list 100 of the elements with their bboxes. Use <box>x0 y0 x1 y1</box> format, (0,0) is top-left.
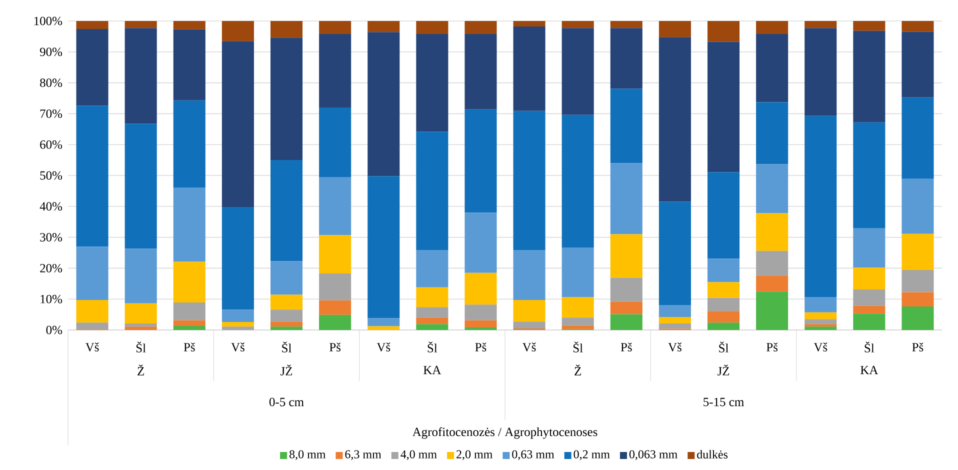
bar <box>173 326 206 330</box>
x-tick-label: Vš <box>668 342 682 352</box>
bar <box>368 176 400 318</box>
bar <box>222 322 254 327</box>
bar <box>804 116 837 297</box>
y-tick-label: 30% <box>40 233 62 242</box>
bar <box>658 37 691 202</box>
bar <box>270 326 303 330</box>
x-tick-label: Šl <box>136 342 146 352</box>
bar <box>610 302 642 314</box>
bar <box>562 297 594 318</box>
bar <box>76 20 108 30</box>
bar <box>610 314 642 330</box>
text: Agrofitocenozės / Agrophytocenoses <box>412 427 598 439</box>
bar <box>464 20 497 34</box>
y-tick-label: 60% <box>40 140 62 149</box>
bar <box>270 322 303 327</box>
bar <box>76 300 108 323</box>
bar <box>707 258 740 282</box>
text: KA <box>860 366 878 374</box>
bar <box>610 234 642 278</box>
bar <box>804 296 837 312</box>
y-tick-label: 100% <box>34 16 62 26</box>
bar <box>562 114 594 248</box>
bar <box>658 304 691 318</box>
bar <box>270 38 303 160</box>
bar <box>756 102 788 164</box>
bar <box>173 320 206 326</box>
text: 5-15 cm <box>704 398 744 406</box>
bar <box>610 20 642 28</box>
bar <box>562 28 594 115</box>
bar <box>319 314 352 330</box>
bar <box>124 20 157 28</box>
x-tick-label: Pš <box>184 342 195 352</box>
bar <box>853 30 886 122</box>
bar <box>270 261 303 295</box>
x-tick-label: Šl <box>282 342 292 352</box>
bar <box>902 97 934 179</box>
bar <box>368 318 400 326</box>
bar <box>124 248 157 304</box>
bar <box>658 324 691 329</box>
bar <box>804 312 837 320</box>
bar <box>658 202 691 305</box>
bar <box>707 42 740 172</box>
bar <box>610 278 642 302</box>
bar <box>513 110 546 250</box>
bar <box>270 20 303 38</box>
legend-label: 0,063 mm <box>629 450 678 460</box>
bar <box>222 326 254 330</box>
legend-label: 6,3 mm <box>345 450 382 460</box>
bar <box>222 41 254 208</box>
bar <box>610 88 642 164</box>
bar <box>513 26 546 111</box>
bar <box>319 108 352 178</box>
legend-label: 0,63 mm <box>512 450 554 460</box>
bar <box>124 124 157 249</box>
bar <box>707 298 740 312</box>
bar <box>124 28 157 124</box>
bar <box>270 310 303 322</box>
bar <box>804 324 837 327</box>
y-tick-label: 40% <box>40 202 62 211</box>
bar <box>707 322 740 330</box>
text: JŽ <box>280 364 292 376</box>
bar <box>853 122 886 228</box>
bar <box>707 282 740 298</box>
bar <box>464 304 497 320</box>
y-tick-label: 80% <box>40 78 62 88</box>
bar <box>173 262 206 302</box>
x-tick-label: Pš <box>766 342 778 352</box>
bar <box>707 20 740 42</box>
bar <box>853 20 886 31</box>
bar <box>756 250 788 276</box>
x-tick-label: Vš <box>522 342 536 352</box>
bar <box>902 270 934 292</box>
bar <box>368 20 400 32</box>
y-tick-label: 90% <box>40 48 62 56</box>
bar <box>270 294 303 310</box>
text: JŽ <box>718 364 730 376</box>
bar <box>222 207 254 310</box>
bar <box>853 290 886 306</box>
legend-label: 0,2 mm <box>574 450 610 460</box>
bar <box>222 20 254 42</box>
x-tick-label: Šl <box>573 342 583 352</box>
bar <box>658 20 691 38</box>
bar <box>707 172 740 259</box>
text: KA <box>424 366 442 374</box>
bar <box>464 109 497 213</box>
bar <box>902 178 934 234</box>
text: Ž <box>138 364 144 376</box>
bar <box>756 164 788 214</box>
bar <box>222 310 254 322</box>
bar <box>76 29 108 106</box>
bar <box>756 34 788 102</box>
bar <box>416 20 448 34</box>
bar <box>319 300 352 315</box>
bar <box>853 314 886 330</box>
bar <box>804 20 837 28</box>
y-tick-label: 20% <box>40 264 62 272</box>
bar <box>124 326 157 330</box>
bar <box>756 292 788 330</box>
